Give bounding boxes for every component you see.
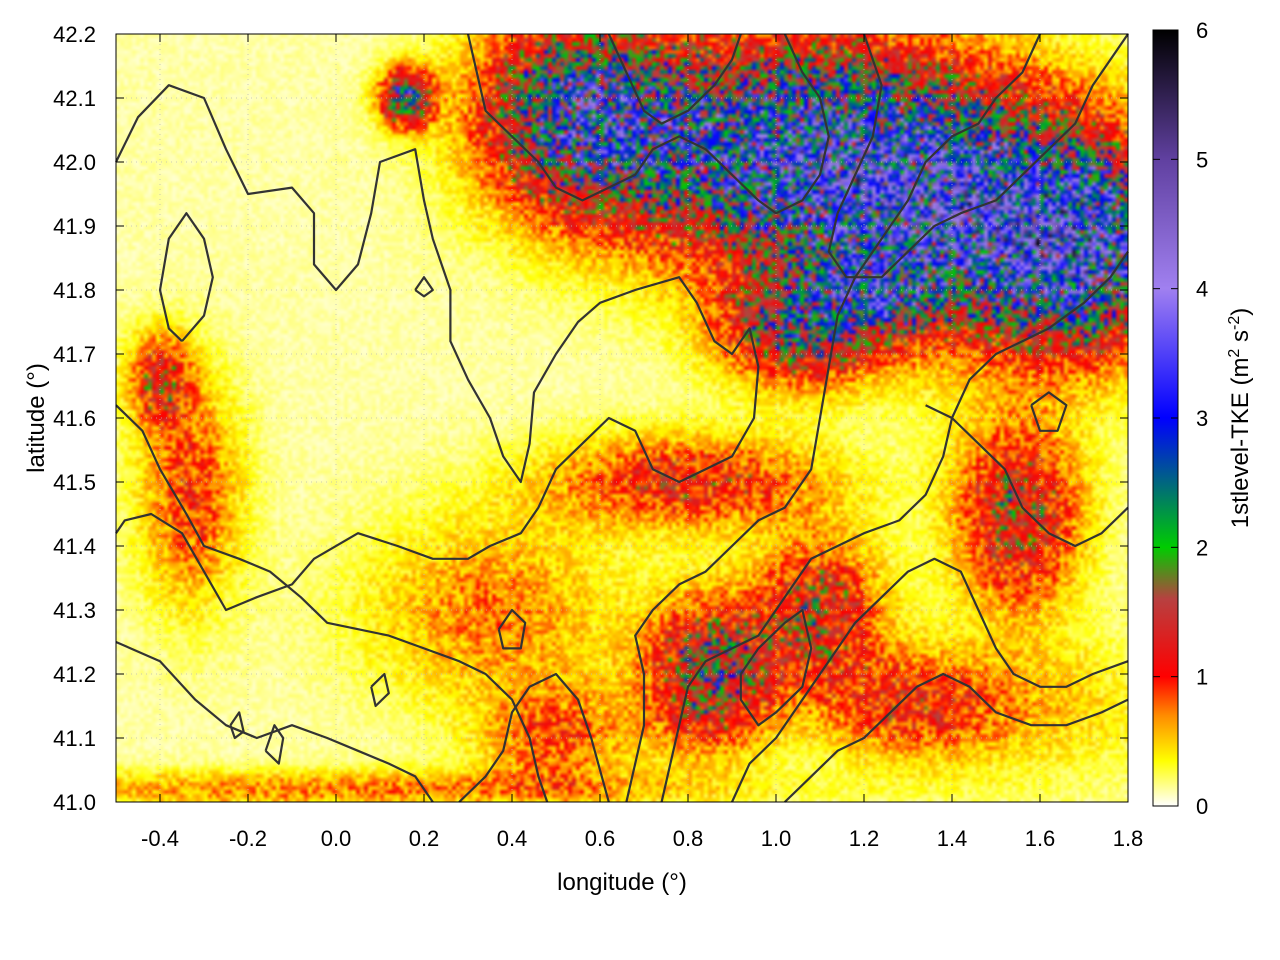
y-tick-label: 41.1 — [53, 726, 96, 751]
contour-line — [466, 33, 830, 215]
contour-line — [370, 672, 390, 708]
x-tick-label: 1.6 — [1025, 826, 1056, 851]
colorbar-tick-label: 3 — [1196, 406, 1208, 431]
contour-line — [784, 672, 1129, 803]
contour-line — [264, 724, 285, 765]
plot-area — [115, 33, 1129, 803]
colorbar-ticks: 0 1 2 3 4 5 6 — [1153, 18, 1208, 819]
y-axis-ticks: 41.0 41.1 41.2 41.3 41.4 41.5 41.6 41.7 41.8 41.9… — [53, 22, 1128, 815]
contour-line — [115, 640, 434, 803]
x-tick-label: -0.2 — [229, 826, 267, 851]
contour-line — [229, 711, 245, 740]
contour-line — [115, 404, 549, 803]
colorbar-title-sup-s: -2 — [1226, 316, 1243, 330]
contour-line — [607, 33, 742, 125]
x-tick-label: 0.4 — [497, 826, 528, 851]
x-tick-label: 0.6 — [585, 826, 616, 851]
contour-line — [625, 33, 1041, 803]
colorbar-title-sup-m: 2 — [1226, 349, 1243, 358]
colorbar-tick-label: 1 — [1196, 665, 1208, 690]
y-tick-label: 42.0 — [53, 150, 96, 175]
colorbar-tick-label: 0 — [1196, 794, 1208, 819]
contour-line — [115, 84, 760, 612]
colorbar-title: 1stlevel-TKE (m2 s-2) — [1226, 308, 1254, 529]
x-tick-label: 1.8 — [1113, 826, 1144, 851]
contour-line — [739, 608, 813, 727]
x-axis-ticks: -0.4 -0.2 0.0 0.2 0.4 0.6 0.8 1.0 1.2 1.4 1.6 1.8 — [141, 34, 1143, 851]
y-tick-label: 41.2 — [53, 662, 96, 687]
contour-line — [458, 672, 610, 803]
contour-line — [497, 608, 527, 650]
y-tick-label: 41.3 — [53, 598, 96, 623]
contour-line — [414, 276, 434, 298]
y-tick-label: 42.2 — [53, 22, 96, 47]
y-tick-label: 41.5 — [53, 470, 96, 495]
colorbar-tick-label: 5 — [1196, 147, 1208, 172]
contour-line — [158, 212, 214, 342]
contour-line — [660, 250, 1129, 803]
contour-line — [1030, 391, 1068, 432]
x-tick-label: 1.2 — [849, 826, 880, 851]
colorbar-title-main: 1stlevel-TKE (m — [1227, 358, 1254, 529]
terrain-contours — [115, 33, 1129, 803]
colorbar-tick-label: 4 — [1196, 277, 1208, 302]
colorbar-title-end: ) — [1227, 308, 1254, 316]
colorbar-title-mid: s — [1227, 330, 1254, 349]
contour-line — [731, 557, 1129, 803]
x-tick-label: 0.0 — [321, 826, 352, 851]
x-tick-label: 0.8 — [673, 826, 704, 851]
x-tick-label: 0.2 — [409, 826, 440, 851]
y-tick-label: 41.4 — [53, 534, 96, 559]
x-tick-label: -0.4 — [141, 826, 179, 851]
contour-line — [827, 33, 1129, 279]
contour-line — [925, 404, 1129, 548]
y-tick-label: 42.1 — [53, 86, 96, 111]
y-tick-label: 41.8 — [53, 278, 96, 303]
x-tick-label: 1.0 — [761, 826, 792, 851]
x-axis-title: longitude (°) — [557, 869, 687, 896]
colorbar-tick-label: 2 — [1196, 535, 1208, 560]
y-tick-label: 41.7 — [53, 342, 96, 367]
y-axis-title: latitude (°) — [23, 363, 50, 473]
x-tick-label: 1.4 — [937, 826, 968, 851]
y-tick-label: 41.6 — [53, 406, 96, 431]
y-tick-label: 41.0 — [53, 790, 96, 815]
colorbar-tick-label: 6 — [1196, 18, 1208, 43]
y-tick-label: 41.9 — [53, 214, 96, 239]
